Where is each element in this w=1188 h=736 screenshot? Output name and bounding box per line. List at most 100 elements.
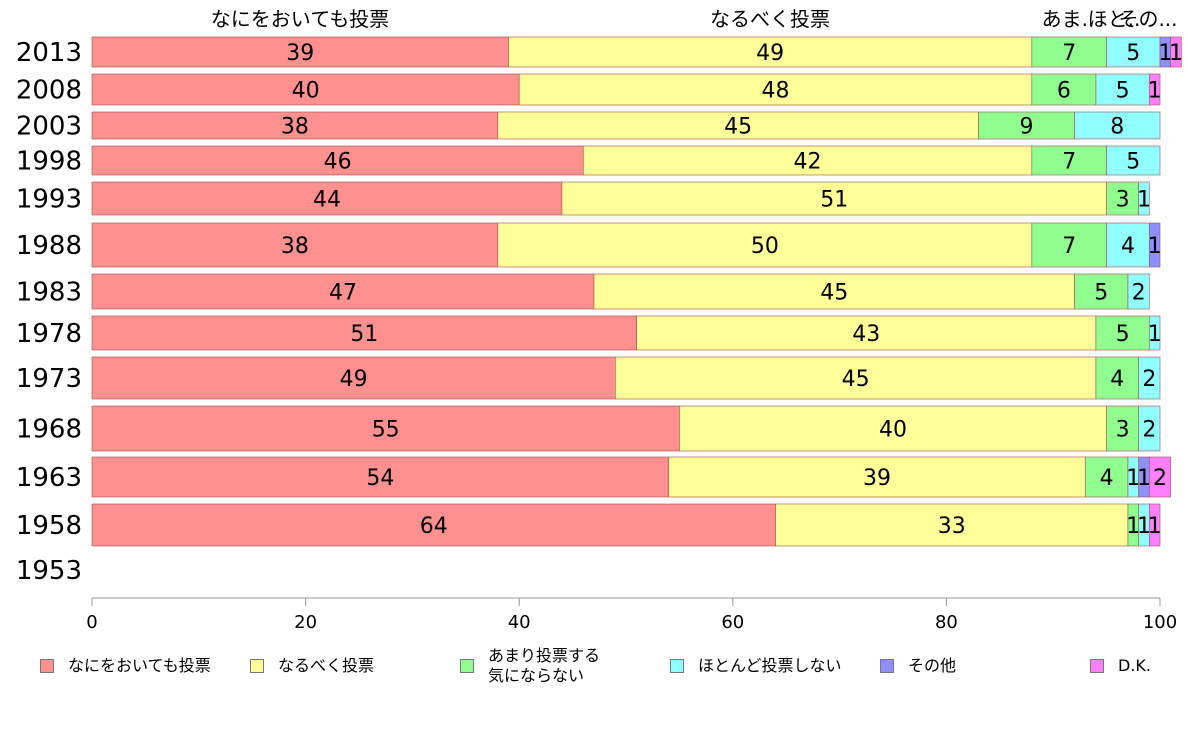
bar-value-label: 42 bbox=[794, 150, 822, 175]
top-series-label: なにをおいても投票 bbox=[211, 7, 389, 31]
bar-value-label: 45 bbox=[724, 115, 752, 140]
bar-segment bbox=[91, 36, 509, 68]
bar-segment bbox=[1074, 273, 1129, 310]
bar-segment bbox=[1170, 36, 1182, 68]
legend-item: なるべく投票 bbox=[250, 656, 374, 676]
legend-swatch bbox=[460, 659, 474, 673]
bar-value-label: 7 bbox=[1062, 150, 1076, 175]
bar-segment bbox=[775, 503, 1129, 547]
x-tick-label: 100 bbox=[1143, 612, 1177, 633]
x-tick-label: 80 bbox=[935, 612, 958, 633]
bar-segment bbox=[1106, 36, 1161, 68]
bar-value-label: 45 bbox=[820, 281, 848, 306]
y-tick-label: 1958 bbox=[16, 511, 82, 541]
top-series-label: ほと.. bbox=[1088, 7, 1141, 31]
bar-segment bbox=[561, 181, 1107, 216]
bar-segment bbox=[91, 315, 637, 351]
bar-value-label: 2 bbox=[1153, 466, 1167, 491]
bar-value-label: 40 bbox=[879, 418, 907, 443]
x-tick-label: 60 bbox=[721, 612, 744, 633]
bar-value-label: 49 bbox=[756, 41, 784, 66]
bar-value-label: 50 bbox=[751, 234, 779, 259]
bar-value-label: 2 bbox=[1132, 281, 1146, 306]
bar-value-label: 1 bbox=[1148, 514, 1162, 539]
bar-segment bbox=[1074, 111, 1161, 140]
y-tick-label: 1998 bbox=[16, 147, 82, 177]
legend-swatch bbox=[880, 659, 894, 673]
bar-segment bbox=[1127, 273, 1150, 310]
legend-swatch bbox=[250, 659, 264, 673]
bar-value-label: 7 bbox=[1062, 41, 1076, 66]
bar-segment bbox=[1138, 405, 1161, 452]
bar-value-label: 7 bbox=[1062, 234, 1076, 259]
top-series-label: あま.. bbox=[1042, 7, 1095, 31]
bar-value-label: 5 bbox=[1094, 281, 1108, 306]
bar-value-label: 1 bbox=[1148, 322, 1162, 347]
bar-value-label: 9 bbox=[1020, 115, 1034, 140]
bar-segment bbox=[679, 405, 1107, 452]
bar-value-label: 3 bbox=[1116, 418, 1130, 443]
bar-segment bbox=[91, 503, 776, 547]
legend-label: あまり投票する 気にならない bbox=[488, 646, 601, 685]
bar-value-label: 6 bbox=[1057, 79, 1071, 104]
bar-value-label: 5 bbox=[1116, 322, 1130, 347]
bar-value-label: 43 bbox=[852, 322, 880, 347]
bar-value-label: 51 bbox=[350, 322, 378, 347]
y-tick-label: 1993 bbox=[16, 185, 82, 215]
bar-value-label: 64 bbox=[420, 514, 448, 539]
bar-segment bbox=[91, 181, 563, 216]
bar-value-label: 46 bbox=[324, 150, 352, 175]
bar-value-label: 38 bbox=[281, 115, 309, 140]
bar-segment bbox=[91, 456, 670, 498]
bar-segment bbox=[1031, 145, 1107, 176]
bar-segment bbox=[668, 456, 1086, 498]
legend-item: ほとんど投票しない bbox=[670, 656, 842, 676]
bar-value-label: 54 bbox=[366, 466, 394, 491]
y-tick-label: 1968 bbox=[16, 415, 82, 445]
bar-value-label: 1 bbox=[1158, 41, 1172, 66]
y-tick-label: 1983 bbox=[16, 278, 82, 308]
legend-item: その他 bbox=[880, 656, 956, 676]
bar-segment bbox=[1031, 73, 1097, 106]
legend-item: なにをおいても投票 bbox=[40, 656, 211, 676]
bar-segment bbox=[636, 315, 1097, 351]
legend-item: D.K. bbox=[1090, 656, 1151, 676]
y-tick-label: 2013 bbox=[16, 38, 82, 68]
y-tick-label: 1978 bbox=[16, 319, 82, 349]
bar-value-label: 2 bbox=[1142, 418, 1156, 443]
legend-label: D.K. bbox=[1118, 656, 1151, 675]
bar-segment bbox=[1149, 456, 1171, 498]
bar-value-label: 1 bbox=[1148, 79, 1162, 104]
bar-segment bbox=[497, 111, 979, 140]
bar-value-label: 1 bbox=[1137, 466, 1151, 491]
bar-segment bbox=[978, 111, 1075, 140]
bar-value-label: 4 bbox=[1121, 234, 1135, 259]
bar-segment bbox=[615, 356, 1097, 400]
bar-segment bbox=[91, 405, 680, 452]
bar-value-label: 5 bbox=[1116, 79, 1130, 104]
y-tick-label: 1953 bbox=[16, 556, 82, 586]
bar-segment bbox=[91, 222, 499, 268]
bar-value-label: 49 bbox=[340, 367, 368, 392]
legend-item: あまり投票する 気にならない bbox=[460, 646, 600, 686]
bar-segment bbox=[508, 36, 1033, 68]
legend-label: その他 bbox=[908, 656, 957, 675]
bar-value-label: 8 bbox=[1110, 115, 1124, 140]
bar-segment bbox=[1095, 73, 1150, 106]
y-tick-label: 1973 bbox=[16, 364, 82, 394]
bar-value-label: 48 bbox=[762, 79, 790, 104]
bar-segment bbox=[1149, 73, 1161, 106]
bar-segment bbox=[1106, 145, 1161, 176]
legend-label: ほとんど投票しない bbox=[698, 656, 842, 675]
bar-segment bbox=[1031, 36, 1107, 68]
y-tick-label: 2003 bbox=[16, 112, 82, 142]
legend-swatch bbox=[40, 659, 54, 673]
bar-value-label: 1 bbox=[1137, 514, 1151, 539]
legend-label: なにをおいても投票 bbox=[68, 656, 211, 675]
bar-segment bbox=[1149, 315, 1161, 351]
bar-segment bbox=[1149, 222, 1161, 268]
bar-value-label: 51 bbox=[820, 188, 848, 213]
bar-segment bbox=[1106, 405, 1139, 452]
bar-value-label: 1 bbox=[1137, 188, 1151, 213]
legend-swatch bbox=[670, 659, 684, 673]
